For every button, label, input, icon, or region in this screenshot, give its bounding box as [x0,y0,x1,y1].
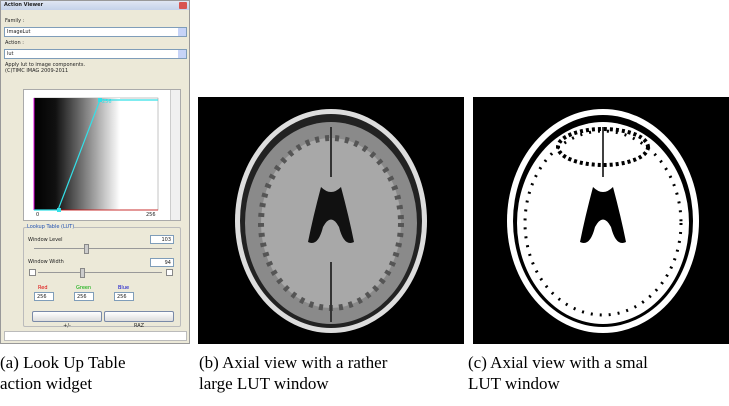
window-level-input[interactable]: 103 [150,235,174,244]
status-bar [4,331,187,341]
family-dropdown[interactable]: ImageLut [4,27,187,37]
caption: (b) Axial view with a rather large LUT w… [199,352,387,394]
group-title: Lookup Table (LUT) [27,224,75,230]
channel-name: Red [38,285,48,291]
window-level-label: Window Level [28,237,63,243]
lut-group: Lookup Table (LUT) Window Level 103 Wind… [23,224,181,329]
family-value: ImageLut [7,29,31,35]
channel-name: Green [76,285,92,291]
checkbox[interactable] [29,269,36,276]
channel-input[interactable]: 256 [74,292,94,301]
checkbox[interactable] [166,269,173,276]
lut-handle[interactable] [57,208,61,212]
title-bar: Action Viewer [1,1,189,10]
channel-input[interactable]: 256 [114,292,134,301]
x-min-label: 0 [36,212,39,218]
widget-window: Action Viewer Family : ImageLut Action :… [0,0,190,344]
button[interactable]: +/- [32,311,102,329]
channel-value: 256 [117,294,127,300]
lut-gradient [34,98,120,210]
brain-image-large-window [198,97,464,344]
window-width-value: 94 [164,260,171,266]
caption-line: (b) Axial view with a rather [199,353,388,372]
description-line: Apply lut to image components. [5,62,86,68]
slider-track [34,248,172,249]
lut-handle[interactable] [98,98,102,102]
window-title: Action Viewer [4,2,44,8]
action-value: lut [7,51,14,57]
caption: (c) Axial view with a smal LUT window [468,352,648,394]
x-max-label: 256 [146,212,156,218]
button-label: +/- [63,323,71,329]
button-label: RAZ [133,323,145,329]
slider-thumb[interactable] [80,268,85,278]
slider-thumb[interactable] [84,244,89,254]
action-dropdown[interactable]: lut [4,49,187,59]
caption-line: (c) Axial view with a smal [468,353,648,372]
slider-track [38,272,162,273]
scrollbar[interactable] [170,90,180,220]
window-width-label: Window Width [28,259,64,265]
caption-line: (a) Look Up Table [0,353,126,372]
button[interactable]: RAZ [104,311,174,329]
top-label: 256 [102,99,112,105]
channel-value: 256 [37,294,47,300]
caption-line: action widget [0,374,93,393]
lut-curve [34,99,158,211]
window-level-value: 103 [161,237,171,243]
brain-image-small-window [473,97,729,344]
family-label: Family : [5,18,25,24]
close-button[interactable] [179,2,187,9]
channel-input[interactable]: 256 [34,292,54,301]
description-line: (C)TIMC IMAG 2009-2011 [5,68,69,74]
dropdown-arrow [178,50,186,58]
window-width-input[interactable]: 94 [150,258,174,267]
lut-chart: 256 0 256 [33,97,159,218]
caption: (a) Look Up Table action widget [0,352,125,394]
action-label: Action : [5,40,24,46]
caption-line: LUT window [468,374,560,393]
lut-panel: 256 0 256 [23,89,181,221]
dropdown-arrow [178,28,186,36]
channel-value: 256 [77,294,87,300]
channel-name: Blue [118,285,130,291]
caption-line: large LUT window [199,374,329,393]
